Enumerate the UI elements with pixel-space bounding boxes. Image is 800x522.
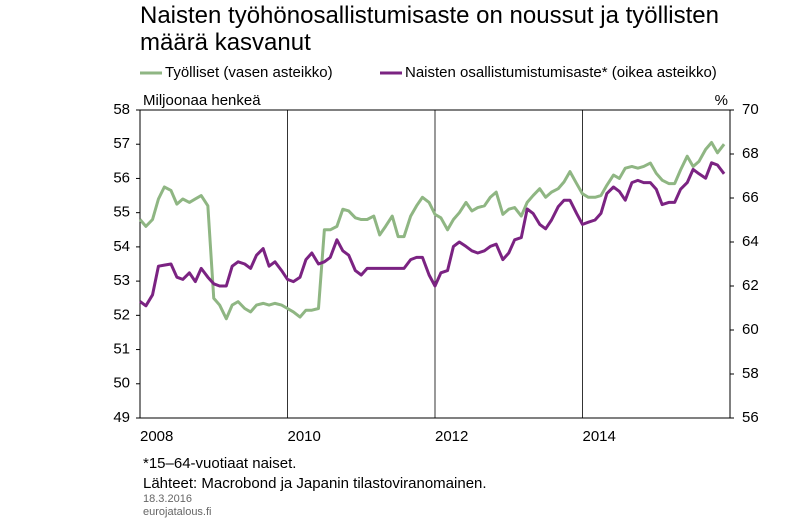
legend-label: Naisten osallistumistumisaste* (oikea as… — [405, 64, 717, 81]
chart-title: Naisten työhönosallistumisaste on noussu… — [140, 2, 719, 56]
y-tick-label: 58 — [113, 101, 130, 118]
y2-tick-label: 66 — [742, 189, 759, 206]
y2-tick-label: 70 — [742, 101, 759, 118]
legend-label: Työlliset (vasen asteikko) — [165, 64, 333, 81]
y2-tick-label: 58 — [742, 365, 759, 382]
y-tick-label: 51 — [113, 341, 130, 358]
x-tick-label: 2010 — [288, 428, 321, 445]
y-tick-label: 50 — [113, 375, 130, 392]
footnote: *15–64-vuotiaat naiset. — [143, 455, 296, 472]
data-line — [139, 161, 726, 308]
x-tick-label: 2012 — [435, 428, 468, 445]
date: 18.3.2016 — [143, 493, 192, 505]
y-tick-label: 57 — [113, 135, 130, 152]
y-tick-label: 49 — [113, 409, 130, 426]
y2-tick-label: 62 — [742, 277, 759, 294]
y-tick-label: 52 — [113, 306, 130, 323]
site: eurojatalous.fi — [143, 506, 212, 518]
source: Lähteet: Macrobond ja Japanin tilastovir… — [143, 475, 487, 492]
y2-tick-label: 68 — [742, 145, 759, 162]
y2-tick-label: 56 — [742, 409, 759, 426]
plot-frame — [139, 109, 731, 419]
y-tick-label: 55 — [113, 204, 130, 221]
x-tick-label: 2014 — [583, 428, 616, 445]
y-tick-label: 54 — [113, 238, 130, 255]
y2-tick-label: 60 — [742, 321, 759, 338]
data-line — [138, 141, 726, 321]
y2-axis-label: % — [715, 92, 728, 109]
y2-tick-label: 64 — [742, 233, 759, 250]
y-axis-label: Miljoonaa henkeä — [143, 92, 261, 109]
y-tick-label: 53 — [113, 272, 130, 289]
y-tick-label: 56 — [113, 169, 130, 186]
x-tick-label: 2008 — [140, 428, 173, 445]
